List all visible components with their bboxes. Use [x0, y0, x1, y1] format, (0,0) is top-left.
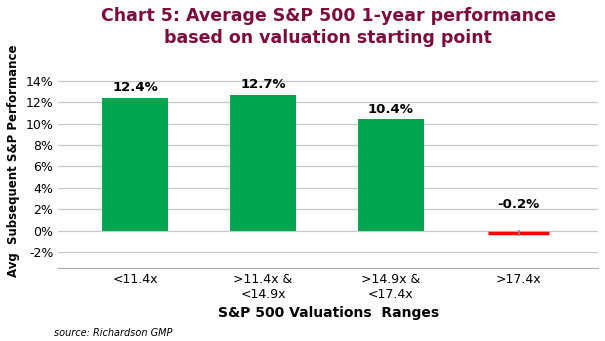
Y-axis label: Avg  Subsequent S&P Performance: Avg Subsequent S&P Performance	[7, 45, 20, 277]
Title: Chart 5: Average S&P 500 1-year performance
based on valuation starting point: Chart 5: Average S&P 500 1-year performa…	[100, 7, 556, 47]
Text: 12.7%: 12.7%	[240, 78, 286, 91]
Text: 10.4%: 10.4%	[368, 103, 414, 116]
X-axis label: S&P 500 Valuations  Ranges: S&P 500 Valuations Ranges	[218, 307, 439, 321]
Text: 12.4%: 12.4%	[112, 81, 158, 94]
Bar	[230, 95, 296, 231]
Text: source: Richardson GMP: source: Richardson GMP	[54, 328, 173, 338]
Text: -0.2%: -0.2%	[498, 198, 540, 211]
Bar	[102, 98, 168, 231]
Bar	[358, 119, 424, 231]
